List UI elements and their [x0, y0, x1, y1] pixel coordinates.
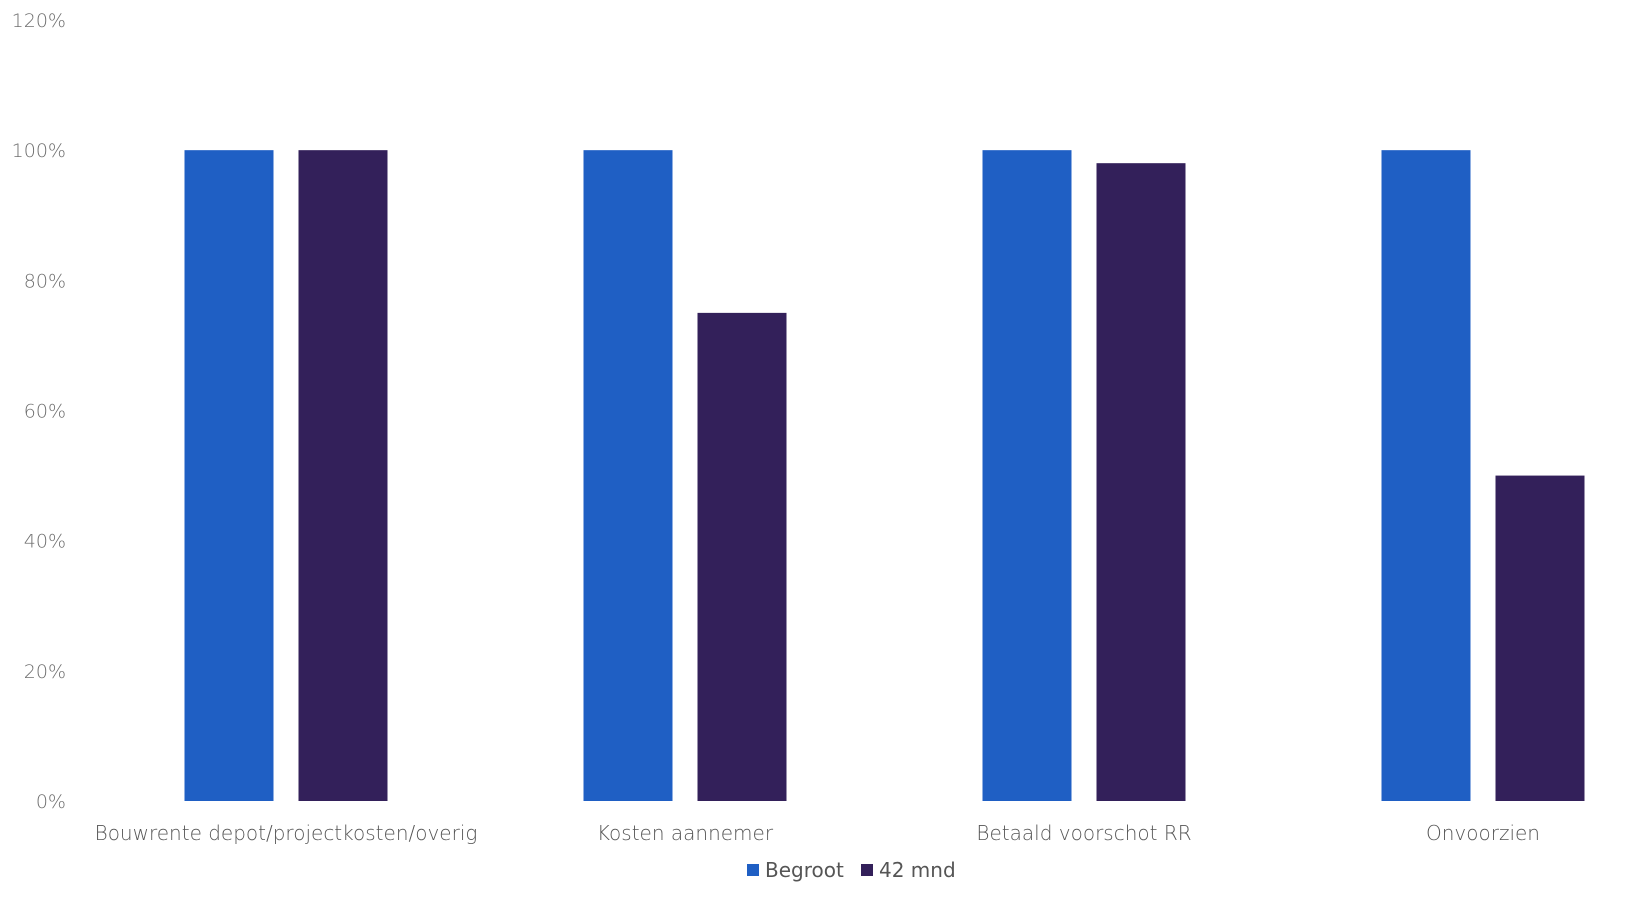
bar-begroot-onvoorzien [1381, 150, 1471, 801]
bars [184, 150, 1585, 801]
bar-begroot-bouwrente-depot-projectkosten-overig [184, 150, 274, 801]
y-tick-label-20: 20% [24, 661, 66, 683]
legend: Begroot 42 mnd [747, 858, 956, 882]
category-labels: Bouwrente depot/projectkosten/overig Kost… [95, 821, 1540, 845]
bar-42-mnd-bouwrente-depot-projectkosten-overig [298, 150, 388, 801]
legend-swatch-begroot [747, 864, 759, 876]
bar-begroot-kosten-aannemer [583, 150, 673, 801]
bar-begroot-betaald-voorschot-rr [982, 150, 1072, 801]
legend-swatch-42-mnd [861, 864, 873, 876]
bar-42-mnd-onvoorzien [1495, 475, 1585, 801]
y-tick-label-120: 120% [12, 10, 66, 32]
x-tick-label-bouwrente-depot-projectkosten-overig: Bouwrente depot/projectkosten/overig [95, 821, 478, 845]
x-tick-label-kosten-aannemer: Kosten aannemer [597, 821, 774, 845]
y-tick-label-100: 100% [12, 140, 66, 162]
legend-label-42-mnd: 42 mnd [879, 858, 956, 882]
bar-42-mnd-kosten-aannemer [697, 312, 787, 801]
y-tick-label-40: 40% [24, 531, 66, 553]
x-tick-label-betaald-voorschot-rr: Betaald voorschot RR [976, 821, 1191, 845]
y-tick-label-80: 80% [24, 270, 66, 292]
y-axis-ticks: 0% 20% 40% 60% 80% 100% 120% [12, 10, 66, 813]
x-tick-label-onvoorzien: Onvoorzien [1426, 821, 1540, 845]
legend-label-begroot: Begroot [765, 858, 844, 882]
bar-42-mnd-betaald-voorschot-rr [1096, 163, 1186, 801]
y-tick-label-0: 0% [36, 791, 66, 813]
y-tick-label-60: 60% [24, 401, 66, 423]
